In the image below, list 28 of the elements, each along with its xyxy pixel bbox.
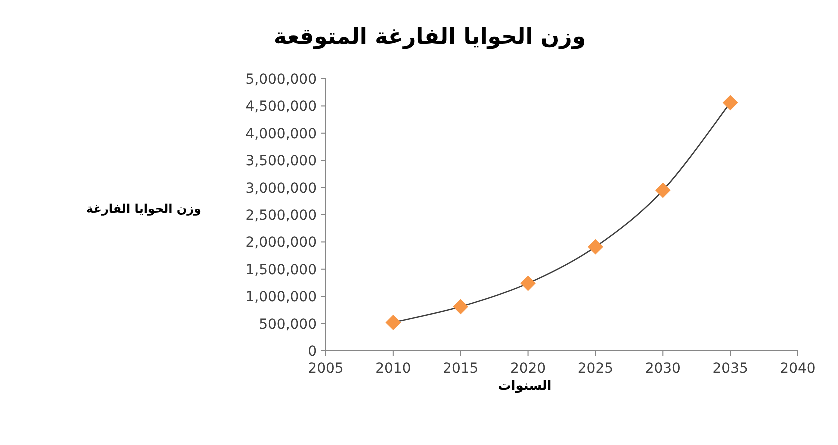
y-tick-label: 2,000,000 xyxy=(246,235,317,252)
chart-title: وزن الحوايا الفارغة المتوقعة xyxy=(274,25,586,50)
y-tick-label: 4,500,000 xyxy=(246,99,317,116)
y-tick-label: 3,000,000 xyxy=(246,180,317,197)
x-tick-label: 2035 xyxy=(712,361,748,377)
point xyxy=(386,315,401,330)
x-tick-label: 2010 xyxy=(376,361,412,377)
y-tick-label: 4,000,000 xyxy=(246,126,317,142)
y-tick-label: 1,000,000 xyxy=(246,290,317,306)
y-tick-label: 0 xyxy=(308,344,317,360)
point xyxy=(588,240,604,255)
x-tick-label: 2025 xyxy=(578,361,614,377)
y-tick-label: 2,500,000 xyxy=(246,208,317,224)
y-tick-label: 1,500,000 xyxy=(246,262,317,278)
point xyxy=(656,183,671,198)
x-tick-label: 2030 xyxy=(645,361,681,377)
x-axis-title: السنوات xyxy=(498,379,552,394)
point xyxy=(723,95,738,110)
y-tick-label: 500,000 xyxy=(259,316,317,333)
x-tick-label: 2020 xyxy=(510,361,546,377)
x-tick-label: 2015 xyxy=(443,361,479,377)
y-tick-label: 3,500,000 xyxy=(246,154,317,170)
y-axis-title: وزن الحوايا الفارغة xyxy=(86,202,202,216)
point xyxy=(520,276,536,292)
point xyxy=(453,299,468,314)
y-tick-label: 5,000,000 xyxy=(246,72,317,88)
x-tick-label: 2005 xyxy=(308,361,344,377)
x-tick-label: 2040 xyxy=(780,361,816,377)
